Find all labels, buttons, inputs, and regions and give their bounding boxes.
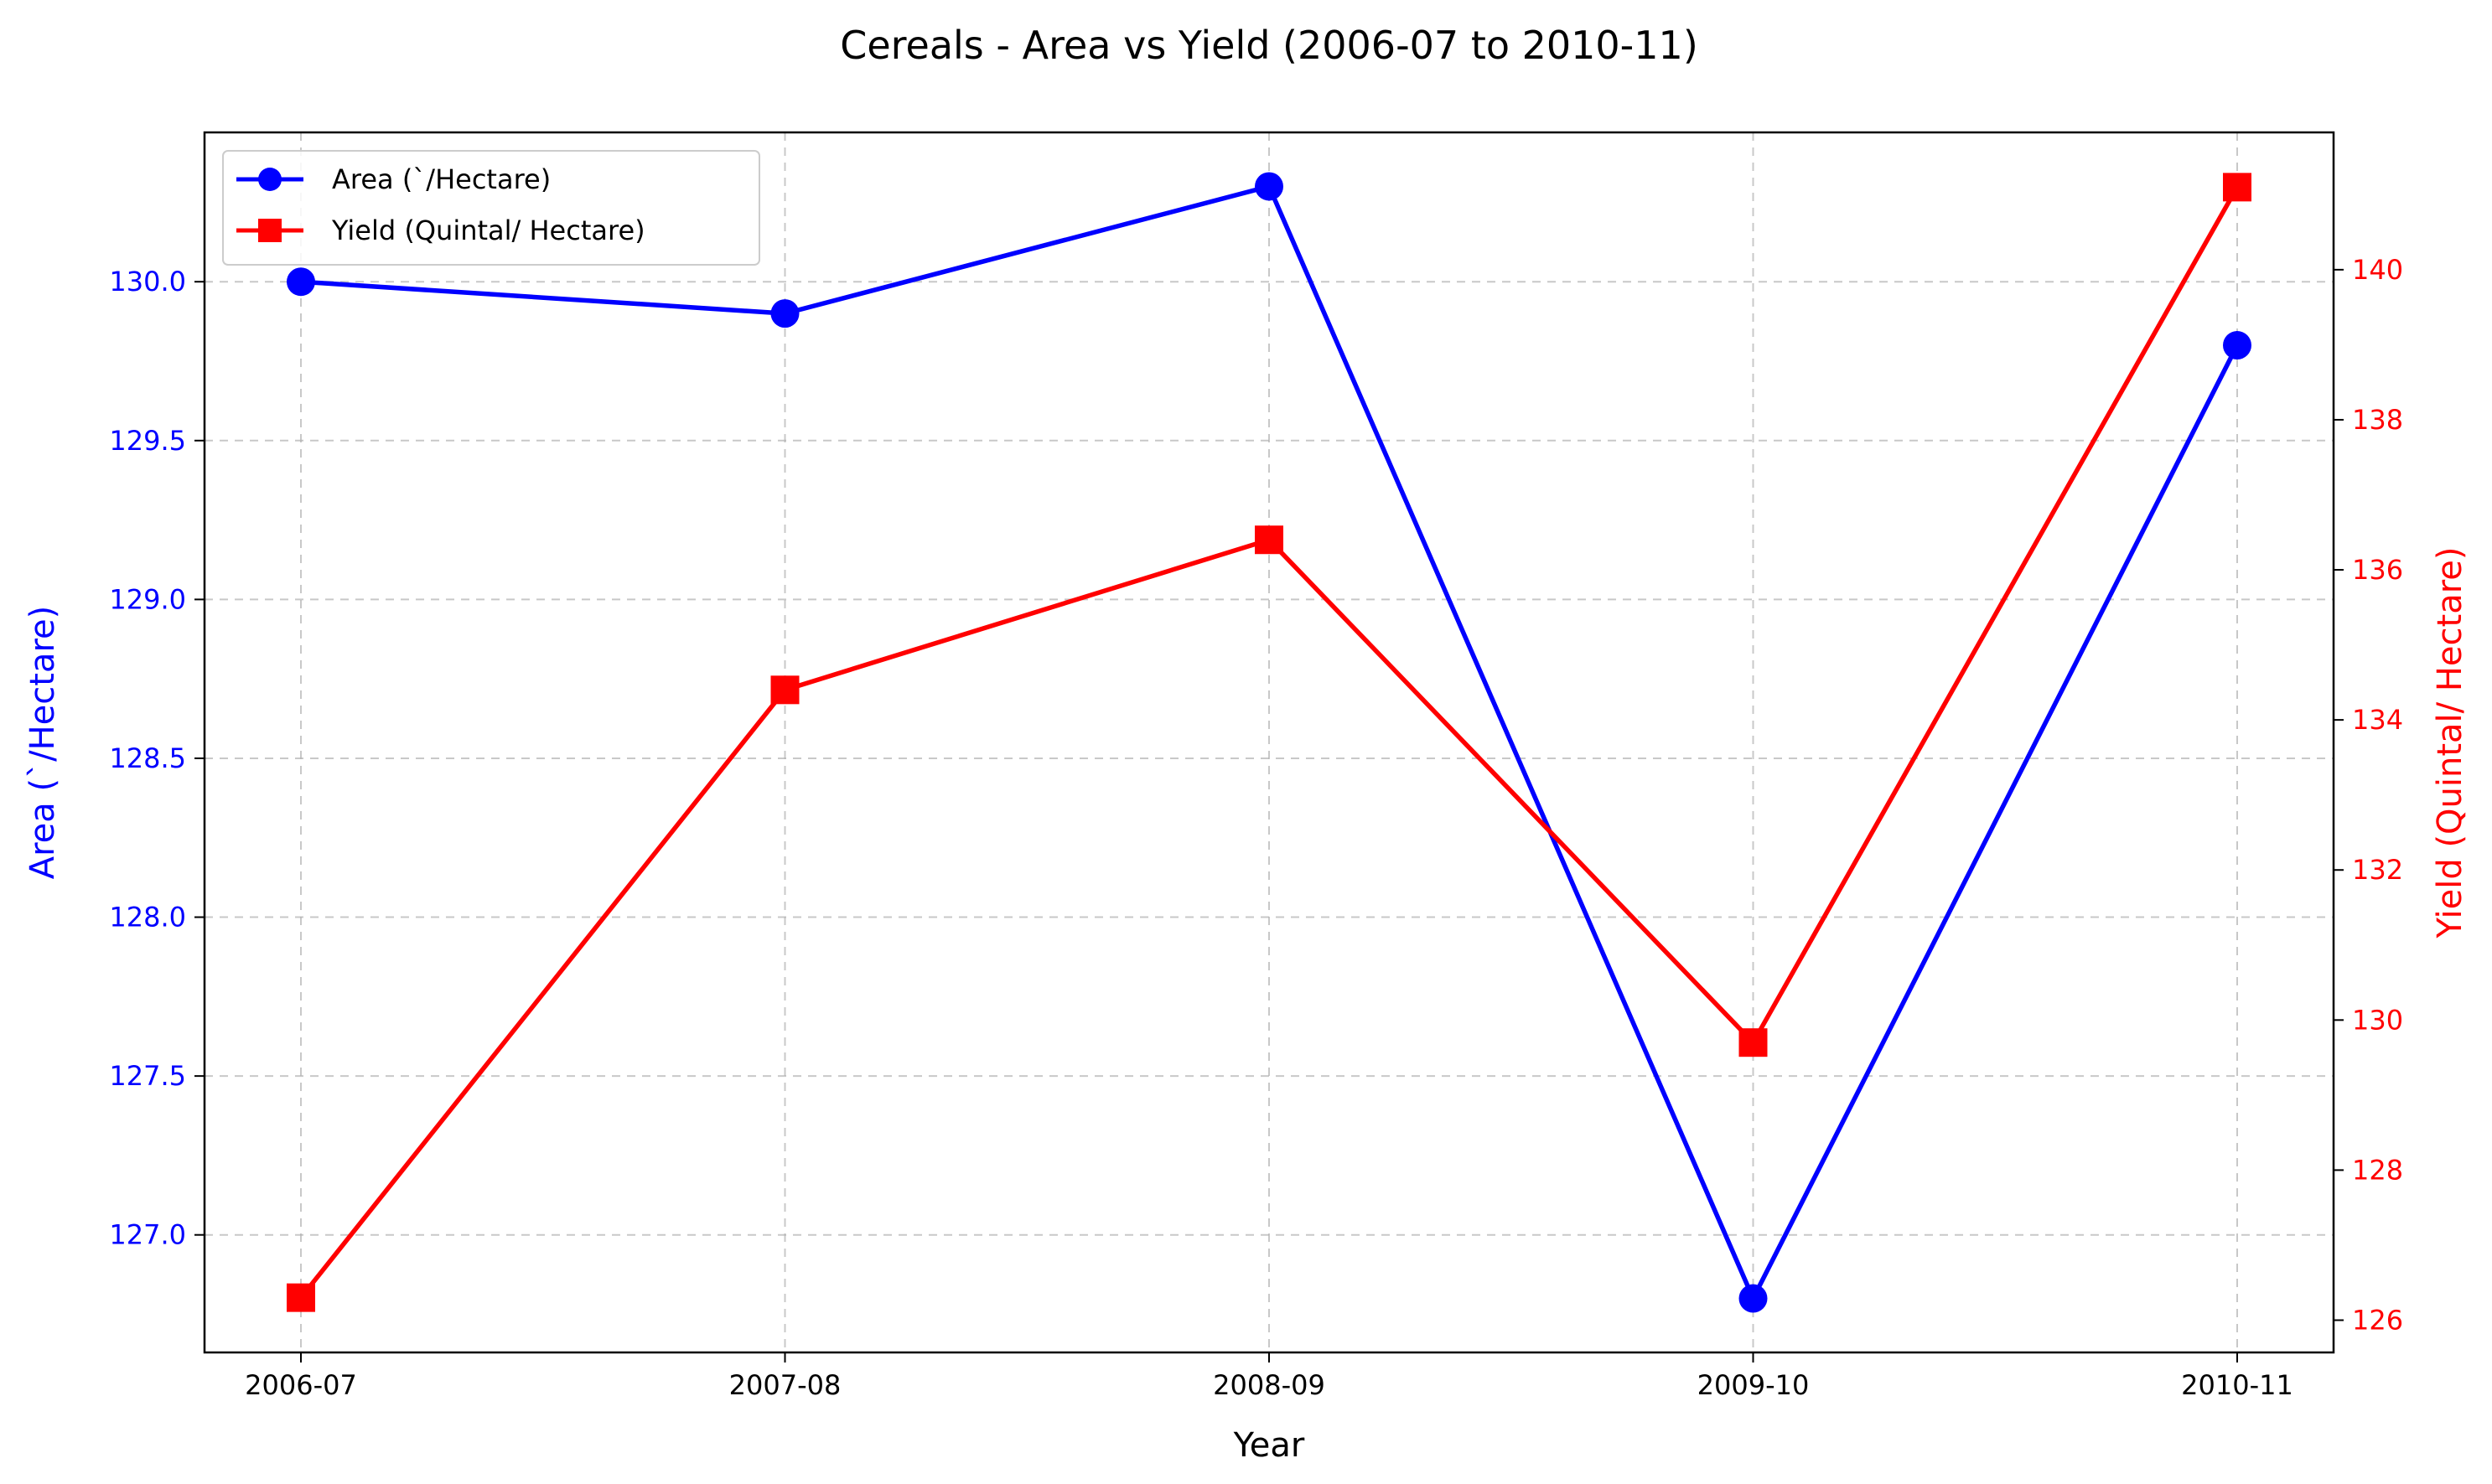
y-right-tick-label: 140 [2352,254,2403,286]
data-point-yield [2223,173,2251,202]
y-left-tick-label: 130.0 [109,266,186,297]
x-tick-label: 2008-09 [1213,1369,1325,1401]
x-tick-label: 2006-07 [245,1369,357,1401]
data-point-area [1255,172,1283,201]
y-axis-right: 126 128 130 132 134 136 138 140 [2334,254,2403,1336]
data-point-area [770,299,800,328]
y-right-tick-label: 126 [2352,1304,2403,1336]
y-axis-left-title: Area (`/Hectare) [23,606,62,880]
data-point-area [2223,331,2251,360]
y-right-tick-label: 134 [2352,704,2403,736]
series-layer [287,172,2251,1313]
y-left-tick-label: 128.0 [109,902,186,933]
y-right-tick-label: 138 [2352,404,2403,436]
grid-lines [205,132,2334,1352]
y-axis-left: 127.0 127.5 128.0 128.5 129.0 129.5 130.0 [109,266,205,1251]
x-axis: 2006-07 2007-08 2008-09 2009-10 2010-11 [245,1352,2293,1401]
x-tick-label: 2007-08 [729,1369,842,1401]
data-point-yield [770,675,800,705]
y-right-tick-label: 130 [2352,1004,2403,1036]
legend-entry-area: Area (`/Hectare) [236,163,551,195]
y-left-tick-label: 127.5 [109,1060,186,1092]
y-right-tick-label: 128 [2352,1154,2403,1186]
legend-box [222,150,760,266]
legend-label-yield: Yield (Quintal/ Hectare) [331,215,645,246]
legend: Area (`/Hectare) Yield (Quintal/ Hectare… [222,150,760,266]
x-tick-label: 2009-10 [1697,1369,1810,1401]
legend-entry-yield: Yield (Quintal/ Hectare) [236,215,645,246]
y-axis-right-title: Yield (Quintal/ Hectare) [2431,546,2469,938]
data-point-area [287,267,315,297]
y-right-tick-label: 136 [2352,554,2403,586]
legend-marker-area [258,168,282,191]
y-left-tick-label: 128.5 [109,742,186,774]
y-right-tick-label: 132 [2352,854,2403,886]
y-left-tick-label: 129.5 [109,425,186,457]
data-point-yield [1738,1028,1768,1057]
legend-marker-yield [258,219,282,242]
data-point-yield [287,1283,315,1312]
y-left-tick-label: 127.0 [109,1219,186,1251]
legend-label-area: Area (`/Hectare) [332,163,551,195]
chart-title: Cereals - Area vs Yield (2006-07 to 2010… [840,23,1698,68]
x-tick-label: 2010-11 [2181,1369,2293,1401]
data-point-area [1738,1284,1768,1313]
y-left-tick-label: 129.0 [109,583,186,615]
x-axis-title: Year [1233,1426,1305,1465]
data-point-yield [1255,525,1283,555]
